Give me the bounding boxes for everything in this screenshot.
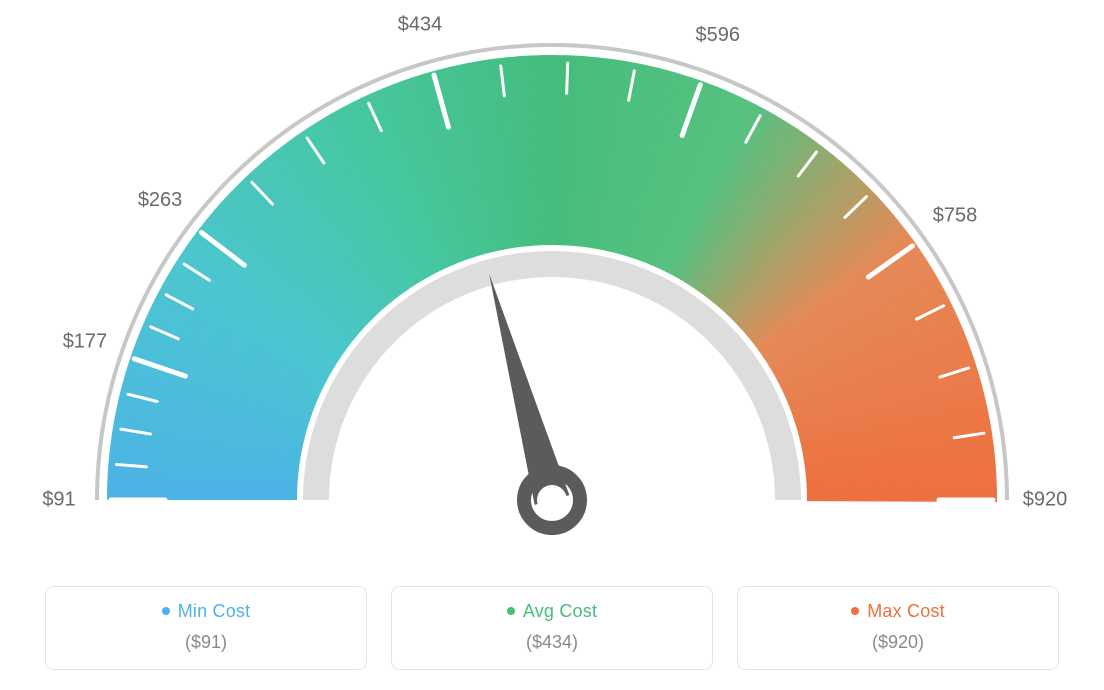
legend-avg-value: ($434): [402, 632, 702, 653]
legend-card-max: Max Cost ($920): [737, 586, 1059, 670]
legend-min-title: Min Cost: [56, 601, 356, 622]
gauge-tick-label: $758: [933, 204, 978, 226]
legend-avg-title: Avg Cost: [402, 601, 702, 622]
bullet-avg: [507, 607, 515, 615]
gauge-chart: $91 $177 $263 $434 $596 $758 $920: [0, 0, 1104, 560]
gauge-tick-label: $177: [63, 330, 108, 352]
legend-card-min: Min Cost ($91): [45, 586, 367, 670]
gauge-tick-label: $920: [1023, 488, 1068, 510]
legend-row: Min Cost ($91) Avg Cost ($434) Max Cost …: [45, 586, 1059, 670]
bullet-max: [851, 607, 859, 615]
bullet-min: [162, 607, 170, 615]
legend-max-title: Max Cost: [748, 601, 1048, 622]
gauge-tick-label: $263: [138, 189, 183, 211]
gauge-tick-label: $91: [42, 488, 75, 510]
legend-avg-label: Avg Cost: [523, 601, 597, 621]
cost-gauge-widget: $91 $177 $263 $434 $596 $758 $920 Min Cost ($9…: [0, 0, 1104, 690]
gauge-tick-label: $596: [696, 24, 741, 46]
legend-max-value: ($920): [748, 632, 1048, 653]
legend-min-label: Min Cost: [178, 601, 251, 621]
gauge-tick-label: $434: [398, 13, 443, 35]
legend-min-value: ($91): [56, 632, 356, 653]
legend-card-avg: Avg Cost ($434): [391, 586, 713, 670]
legend-max-label: Max Cost: [867, 601, 945, 621]
